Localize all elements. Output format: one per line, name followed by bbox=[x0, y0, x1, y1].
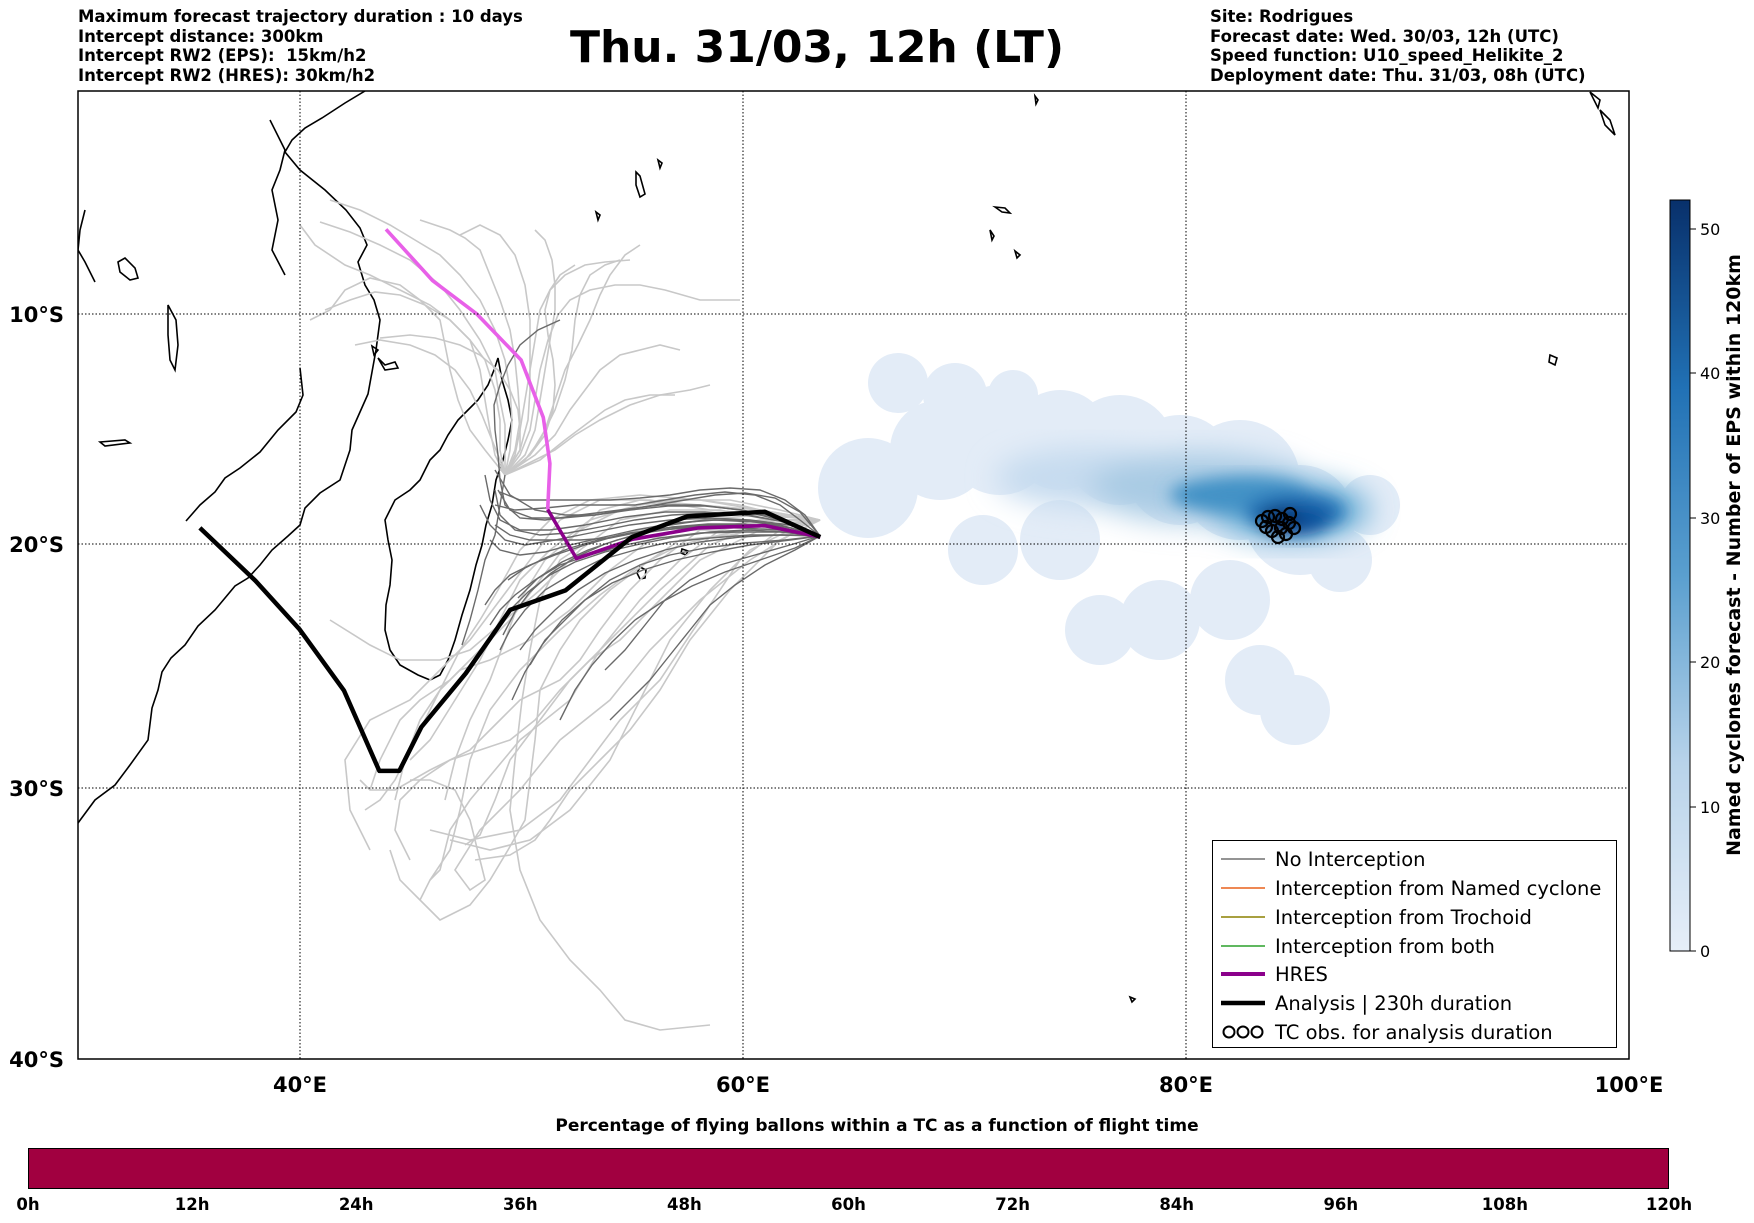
map-legend: No Interception Interception from Named … bbox=[1212, 840, 1617, 1048]
lon-tick-label: 100°E bbox=[1595, 1073, 1664, 1097]
legend-line-swatch bbox=[1221, 858, 1265, 860]
flight-time-tick-label: 24h bbox=[338, 1195, 374, 1214]
legend-item: Interception from Trochoid bbox=[1213, 903, 1616, 931]
cyclone-density-field bbox=[818, 353, 1400, 745]
flight-time-tick-label: 60h bbox=[831, 1195, 866, 1214]
flight-time-tick-label: 96h bbox=[1323, 1195, 1359, 1214]
flight-time-tick-label: 12h bbox=[174, 1195, 210, 1214]
colorbar-tick-label: 10 bbox=[1700, 798, 1720, 817]
header-right-info: Site: Rodrigues Forecast date: Wed. 30/0… bbox=[1210, 7, 1586, 85]
lat-tick-label: 10°S bbox=[9, 303, 64, 327]
flight-time-title: Percentage of flying ballons within a TC… bbox=[555, 1116, 1199, 1136]
legend-item: Interception from both bbox=[1213, 932, 1616, 960]
legend-label: No Interception bbox=[1275, 847, 1426, 871]
lat-tick-label: 20°S bbox=[9, 533, 64, 557]
legend-label: TC obs. for analysis duration bbox=[1275, 1020, 1553, 1044]
density-colorbar bbox=[1669, 199, 1691, 952]
colorbar-tick-label: 50 bbox=[1700, 220, 1720, 239]
colorbar-ticks bbox=[1690, 228, 1696, 952]
analysis-track bbox=[198, 509, 822, 774]
legend-item: No Interception bbox=[1213, 845, 1616, 873]
flight-time-tick-label: 72h bbox=[995, 1195, 1030, 1214]
legend-label: HRES bbox=[1275, 962, 1328, 986]
legend-item: Interception from Named cyclone bbox=[1213, 874, 1616, 902]
flight-time-tick-label: 36h bbox=[502, 1195, 538, 1214]
legend-marker-swatch bbox=[1222, 1025, 1264, 1039]
legend-label: Interception from both bbox=[1275, 934, 1495, 958]
lat-tick-label: 30°S bbox=[9, 777, 64, 801]
coastline bbox=[78, 91, 1616, 1004]
colorbar-label: Named cyclones forecast - Number of EPS … bbox=[1723, 254, 1745, 856]
colorbar-tick-label: 40 bbox=[1700, 364, 1720, 383]
legend-line-swatch bbox=[1221, 887, 1265, 889]
map-grid bbox=[78, 91, 1629, 1059]
header-left-line: Intercept distance: 300km bbox=[78, 26, 324, 46]
legend-item: HRES bbox=[1213, 960, 1616, 988]
colorbar-tick-labels: 0 10 20 30 40 50 bbox=[1700, 220, 1720, 961]
flight-time-colorbar bbox=[28, 1148, 1669, 1189]
flight-time-tick-label: 0h bbox=[16, 1195, 40, 1214]
lon-tick-label: 80°E bbox=[1159, 1073, 1213, 1097]
header-left-line: Intercept RW2 (EPS): 15km/h2 bbox=[78, 46, 367, 65]
legend-label: Interception from Named cyclone bbox=[1275, 876, 1602, 900]
page-title: Thu. 31/03, 12h (LT) bbox=[569, 22, 1065, 73]
flight-time-tick-label: 48h bbox=[667, 1195, 702, 1214]
legend-line-swatch bbox=[1221, 972, 1265, 976]
lon-tick-label: 60°E bbox=[716, 1073, 770, 1097]
lon-axis: 40°E 60°E 80°E 100°E bbox=[273, 1073, 1663, 1097]
header-left-line: Intercept RW2 (HRES): 30km/h2 bbox=[78, 65, 376, 85]
colorbar-tick-label: 20 bbox=[1700, 653, 1720, 672]
flight-time-tick-label: 120h bbox=[1645, 1195, 1693, 1214]
legend-item: TC obs. for analysis duration bbox=[1213, 1018, 1616, 1046]
lon-tick-label: 40°E bbox=[273, 1073, 327, 1097]
flight-time-tick-label: 108h bbox=[1481, 1195, 1528, 1214]
header-right-line: Speed function: U10_speed_Helikite_2 bbox=[1210, 46, 1564, 65]
hres-track bbox=[546, 508, 821, 561]
lat-axis: 10°S 20°S 30°S 40°S bbox=[9, 303, 64, 1072]
legend-line-swatch bbox=[1221, 945, 1265, 947]
tc-obs-markers bbox=[1254, 506, 1302, 545]
colorbar-tick-label: 0 bbox=[1700, 942, 1710, 961]
legend-label: Interception from Trochoid bbox=[1275, 905, 1532, 929]
header-left-info: Maximum forecast trajectory duration : 1… bbox=[78, 7, 523, 85]
header-right-line: Deployment date: Thu. 31/03, 08h (UTC) bbox=[1210, 65, 1586, 85]
lat-tick-label: 40°S bbox=[9, 1048, 64, 1072]
legend-item: Analysis | 230h duration bbox=[1213, 989, 1616, 1017]
colorbar-tick-label: 30 bbox=[1700, 509, 1720, 528]
legend-line-swatch bbox=[1221, 916, 1265, 918]
legend-label: Analysis | 230h duration bbox=[1275, 991, 1513, 1015]
eps-trajectories-light bbox=[299, 199, 821, 1031]
header-right-line: Forecast date: Wed. 30/03, 12h (UTC) bbox=[1210, 26, 1559, 46]
flight-time-tick-label: 84h bbox=[1159, 1195, 1195, 1214]
header-left-line: Maximum forecast trajectory duration : 1… bbox=[78, 7, 523, 26]
header-right-line: Site: Rodrigues bbox=[1210, 7, 1354, 26]
hres-track-early bbox=[384, 228, 552, 510]
map-frame bbox=[77, 90, 1630, 1060]
legend-line-swatch bbox=[1221, 1000, 1265, 1006]
